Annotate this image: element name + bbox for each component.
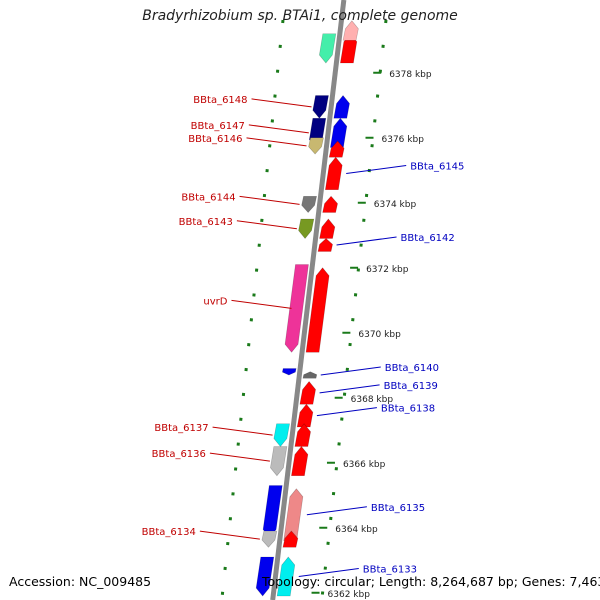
gene-label: BBta_6135 — [371, 503, 425, 514]
gene-label-leader — [212, 426, 273, 436]
gene-label: BBta_6133 — [363, 565, 417, 576]
gene-label: BBta_6140 — [385, 363, 439, 374]
gene-label: BBta_6134 — [142, 527, 196, 538]
scale-tick-label: 6374 kbp — [374, 200, 417, 210]
gene-arrow-gene-6133-a — [255, 556, 275, 597]
gene-label-leader — [346, 165, 407, 174]
accession-text: Accession: NC_009485 — [9, 574, 152, 589]
gene-label-leader — [316, 407, 377, 417]
gene-arrow-gene-6134-b — [282, 530, 299, 548]
gene-arrow-gene-6136-a — [270, 446, 288, 477]
gene-label-leader — [320, 366, 381, 376]
gene-label: BBta_6146 — [188, 134, 242, 145]
scale-tick-label: 6372 kbp — [366, 265, 409, 275]
gene-arrow-gene-6146-b — [328, 140, 345, 158]
gene-label-leader — [306, 506, 367, 516]
scale-tick-label: 6366 kbp — [343, 460, 386, 470]
genome-backbone — [270, 0, 347, 600]
genome-title: Bradyrhizobium sp. BTAi1, complete genom… — [142, 8, 458, 24]
gene-arrow-gene-6137-a — [273, 423, 290, 447]
gene-arrow-gene-6146-a — [308, 137, 324, 155]
gene-arrow-gene-6144-a — [301, 195, 317, 213]
gene-label: BBta_6142 — [401, 233, 455, 244]
gene-arrow-gene-6136-b — [291, 446, 309, 477]
gene-label: BBta_6143 — [179, 217, 233, 228]
gene-label-leader — [231, 299, 292, 309]
gene-label: uvrD — [203, 296, 227, 307]
scale-tick-label: 6376 kbp — [382, 135, 425, 145]
gene-label-leader — [239, 195, 300, 205]
gene-arrow-gene-6143-a — [298, 218, 315, 239]
gene-arrow-gene-6142 — [317, 238, 333, 252]
gene-label-leader — [209, 452, 270, 462]
gene-arrow-gene-top-3 — [342, 20, 359, 41]
gene-arrow-gene-uvrD-a — [284, 264, 309, 353]
gene-arrow-gene-6140-b — [302, 371, 318, 379]
gene-arrow-gene-6137-b — [294, 423, 311, 447]
gene-arrow-gene-6148-a — [333, 95, 350, 119]
gene-label: BBta_6138 — [381, 404, 435, 415]
gene-arrow-gene-6148-b — [312, 95, 329, 119]
gene-arrow-gene-6133-b — [276, 556, 296, 597]
gene-label-leader — [248, 124, 309, 134]
gene-label: BBta_6147 — [191, 121, 245, 132]
topology-text: Topology: circular; Length: 8,264,687 bp… — [262, 574, 600, 589]
gene-label-leader — [251, 98, 312, 108]
gene-arrow-gene-6144-b — [322, 195, 338, 213]
gene-label-leader — [336, 236, 397, 246]
gene-label: BBta_6136 — [152, 449, 206, 460]
scale-tick-label: 6378 kbp — [389, 70, 432, 80]
gene-label: BBta_6144 — [181, 192, 235, 203]
gene-arrow-gene-uvrD-b — [305, 267, 330, 353]
gene-label-leader — [199, 530, 260, 540]
gene-arrow-gene-6143-b — [319, 218, 336, 239]
gene-label: BBta_6137 — [154, 423, 208, 434]
gene-arrow-gene-6145 — [324, 156, 343, 191]
gene-arrow-gene-6134-a — [261, 530, 278, 548]
gene-label: BBta_6148 — [193, 95, 247, 106]
gene-label-leader — [236, 220, 297, 230]
gene-label-leader — [319, 384, 380, 394]
gene-label: BBta_6139 — [384, 381, 438, 392]
gene-arrow-gene-6140-a — [282, 368, 297, 376]
gene-label-leader — [298, 568, 359, 577]
gene-label: BBta_6145 — [410, 162, 464, 173]
gene-arrow-gene-6139 — [299, 381, 316, 405]
scale-tick-label: 6364 kbp — [335, 525, 378, 535]
scale-tick-label: 6368 kbp — [351, 395, 394, 405]
scale-tick-label: 6362 kbp — [328, 590, 371, 600]
scale-tick-label: 6370 kbp — [358, 330, 401, 340]
gene-arrow-gene-top-1 — [319, 33, 337, 64]
gene-arrow-gene-6138 — [296, 403, 314, 428]
gene-label-leader — [246, 137, 307, 147]
